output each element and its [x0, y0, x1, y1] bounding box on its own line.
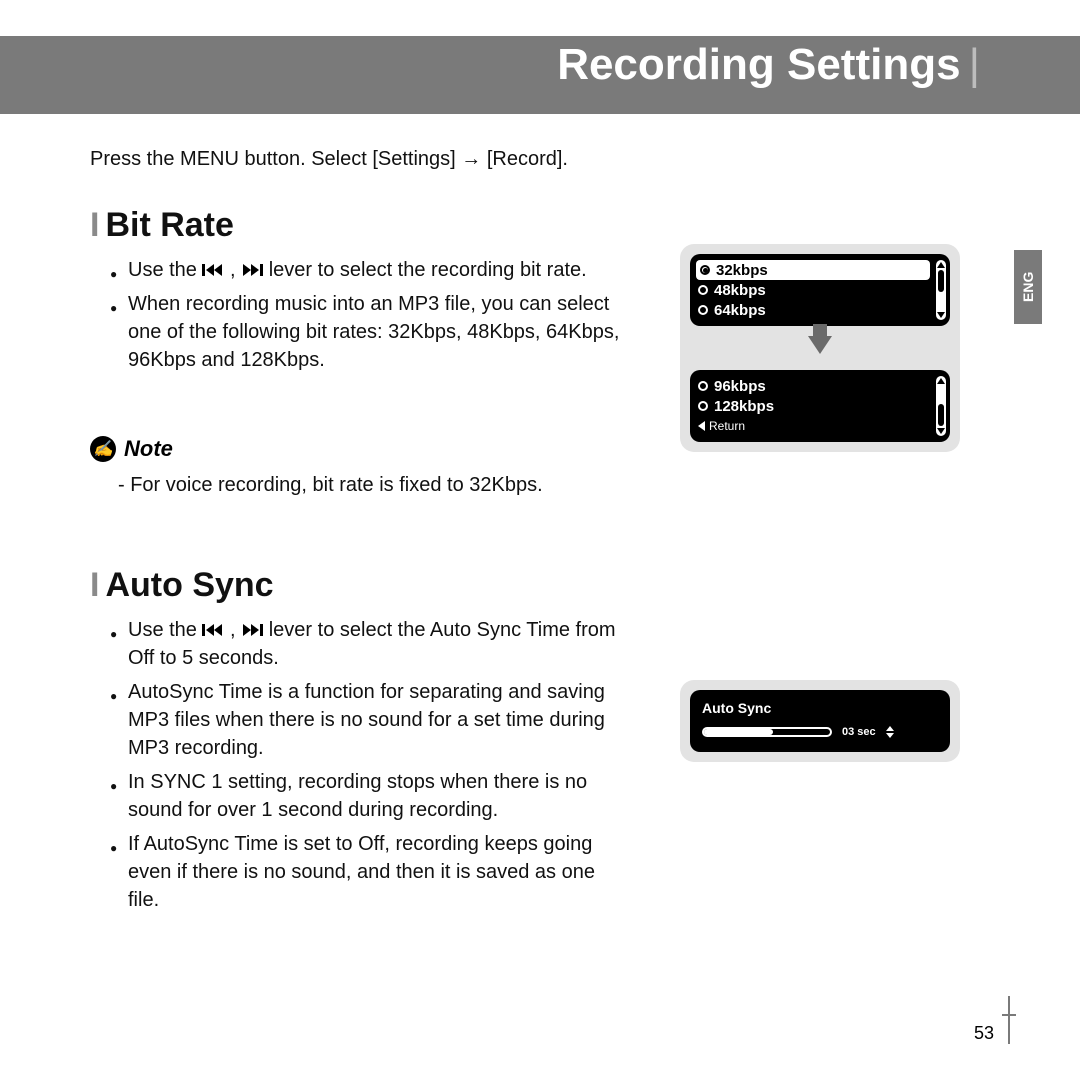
bitrate-bullet-2: When recording music into an MP3 file, y… [110, 290, 630, 374]
bullet-icon [110, 678, 128, 762]
bitrate-screen-top: 32kbps 48kbps 64kbps [690, 254, 950, 326]
autosync-value: 03 sec [842, 726, 876, 738]
option-96kbps: 96kbps [698, 376, 928, 396]
next-track-icon [241, 623, 263, 637]
text: When recording music into an MP3 file, y… [128, 290, 630, 374]
text: Use the [128, 619, 202, 641]
section-heading-autosync: IAuto Sync [90, 566, 274, 605]
note-row: ✍ Note [90, 436, 173, 462]
autosync-body: Use the , lever to select the Auto Sync … [110, 616, 630, 920]
option-128kbps: 128kbps [698, 396, 928, 416]
bitrate-body: Use the , lever to select the recording … [110, 256, 630, 380]
autosync-bullet-3: In SYNC 1 setting, recording stops when … [110, 768, 630, 824]
language-tab: ENG [1014, 250, 1042, 324]
label: 64kbps [714, 302, 766, 319]
option-32kbps-selected: 32kbps [696, 260, 930, 280]
label: 128kbps [714, 398, 774, 415]
scrollbar [936, 260, 946, 320]
arrow-down-container [690, 336, 950, 370]
title-divider: | [969, 40, 980, 89]
arrow-down-icon [808, 336, 832, 354]
label: 48kbps [714, 282, 766, 299]
option-64kbps: 64kbps [698, 300, 928, 320]
section-heading-bitrate: IBit Rate [90, 206, 234, 245]
footer-tick [1002, 1014, 1016, 1016]
heading-text: Auto Sync [105, 566, 273, 604]
option-48kbps: 48kbps [698, 280, 928, 300]
bitrate-screen-bottom: 96kbps 128kbps Return [690, 370, 950, 442]
autosync-bullet-2: AutoSync Time is a function for separati… [110, 678, 630, 762]
heading-pipe: I [90, 566, 99, 604]
return-icon [698, 421, 705, 431]
heading-text: Bit Rate [105, 206, 233, 244]
comma: , [230, 259, 241, 281]
updown-icon [886, 726, 894, 738]
bullet-icon [110, 830, 128, 914]
note-text: - For voice recording, bit rate is fixed… [118, 474, 543, 497]
note-icon: ✍ [90, 436, 116, 462]
bullet-icon [110, 290, 128, 374]
return-row: Return [698, 416, 928, 436]
label: 32kbps [716, 262, 768, 279]
scrollbar [936, 376, 946, 436]
autosync-device: Auto Sync 03 sec [680, 680, 960, 762]
autosync-screen: Auto Sync 03 sec [690, 690, 950, 752]
note-label: Note [124, 436, 173, 462]
text: If AutoSync Time is set to Off, recordin… [128, 830, 630, 914]
next-track-icon [241, 263, 263, 277]
bitrate-bullet-1: Use the , lever to select the recording … [110, 256, 630, 284]
bullet-icon [110, 768, 128, 824]
prev-track-icon [202, 263, 224, 277]
comma: , [230, 619, 241, 641]
text: AutoSync Time is a function for separati… [128, 678, 630, 762]
label: 96kbps [714, 378, 766, 395]
intro-text: Press the MENU button. Select [Settings]… [90, 148, 568, 171]
heading-pipe: I [90, 206, 99, 244]
page-number: 53 [974, 1023, 994, 1044]
page-title-text: Recording Settings [557, 40, 960, 89]
text: Use the [128, 259, 202, 281]
bullet-icon [110, 256, 128, 284]
prev-track-icon [202, 623, 224, 637]
text: lever to select the recording bit rate. [269, 259, 587, 281]
bitrate-device: 32kbps 48kbps 64kbps 96kbps 128kbps R [680, 244, 960, 452]
autosync-bullet-1: Use the , lever to select the Auto Sync … [110, 616, 630, 672]
autosync-slider-fill [704, 729, 773, 735]
text: In SYNC 1 setting, recording stops when … [128, 768, 630, 824]
bullet-icon [110, 616, 128, 672]
page-title: Recording Settings| [557, 40, 980, 90]
label: Return [709, 419, 745, 433]
autosync-screen-title: Auto Sync [702, 700, 938, 716]
autosync-slider [702, 727, 832, 737]
footer-rule [1008, 996, 1010, 1044]
autosync-bullet-4: If AutoSync Time is set to Off, recordin… [110, 830, 630, 914]
